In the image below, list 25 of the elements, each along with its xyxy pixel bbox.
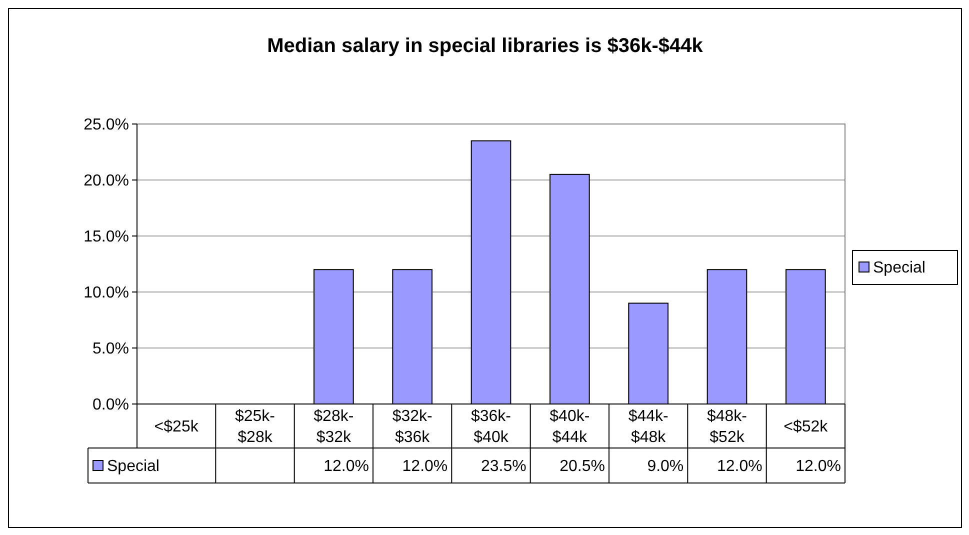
x-tick-label: <$25k [154,418,200,436]
data-label: 23.5% [480,458,526,476]
y-tick-label: 5.0% [92,340,129,358]
data-label: 12.0% [716,458,762,476]
y-tick-label: 10.0% [84,284,129,302]
x-tick-label: $36k-$40k [470,408,512,446]
data-label: 12.0% [402,458,448,476]
y-tick-label: 20.0% [84,172,129,190]
x-tick-label: <$52k [784,418,829,436]
chart-title: Median salary in special libraries is $36k-$44k [267,35,704,57]
data-label: 9.0% [647,458,684,476]
data-label: 12.0% [324,458,369,476]
x-tick-label: $32k-$36k [392,408,432,446]
y-tick-label: 0.0% [92,396,129,414]
y-tick-label: 15.0% [84,228,129,246]
text: Special [107,458,160,476]
x-tick-label: $40k-$44k [550,408,590,446]
y-tick-label: 25.0% [84,116,129,134]
x-tick-label: $44k-$48k [628,408,668,446]
data-label: 20.5% [560,458,605,476]
x-tick-label: $48k-$52k [706,408,748,446]
x-tick-label: $25k-$28k [234,408,276,446]
legend-label: Special [873,260,926,277]
data-label: 12.0% [796,458,841,476]
x-tick-label: $28k-$32k [314,408,354,446]
